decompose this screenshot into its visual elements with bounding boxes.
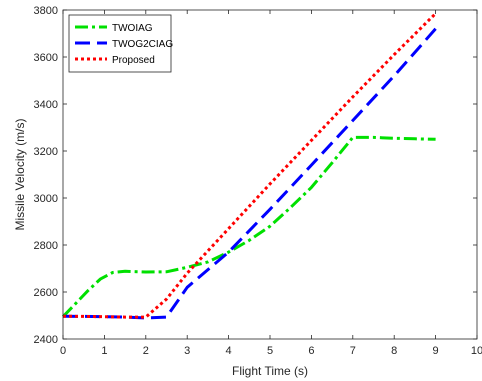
legend-label: TWOG2CIAG [112,39,173,50]
x-tick-label: 0 [60,345,66,357]
x-tick-label: 7 [350,345,356,357]
x-tick-label: 9 [433,345,439,357]
y-tick-label: 3000 [34,193,58,205]
x-axis-label: Flight Time (s) [232,364,308,378]
legend-label: TWOIAG [112,23,153,34]
y-tick-label: 2800 [34,240,58,252]
y-tick-label: 2600 [34,287,58,299]
y-tick-label: 3800 [34,5,58,17]
x-tick-label: 1 [101,345,107,357]
series-layer [61,12,437,320]
x-tick-label: 2 [143,345,149,357]
series-line-twog2ciag [62,27,437,320]
y-tick-label: 2400 [34,334,58,346]
y-tick-label: 3200 [34,146,58,158]
axis-ticks: 0 1 2 3 4 5 6 7 8 9 10 2400 2600 2800 3000 3200 3400 3600… [34,5,482,357]
x-tick-label: 3 [184,345,190,357]
x-tick-label: 4 [226,345,232,357]
y-axis-label: Missile Velocity (m/s) [13,118,27,230]
series-line-proposed [62,12,437,319]
y-tick-label: 3400 [34,99,58,111]
x-tick-label: 10 [471,345,482,357]
x-tick-label: 8 [391,345,397,357]
legend: TWOIAG TWOG2CIAG Proposed [68,14,173,73]
x-tick-label: 5 [267,345,273,357]
y-tick-label: 3600 [34,52,58,64]
x-tick-label: 6 [308,345,314,357]
plot-frame [62,9,478,340]
legend-label: Proposed [112,55,155,66]
series-line-twoiag [61,135,436,318]
